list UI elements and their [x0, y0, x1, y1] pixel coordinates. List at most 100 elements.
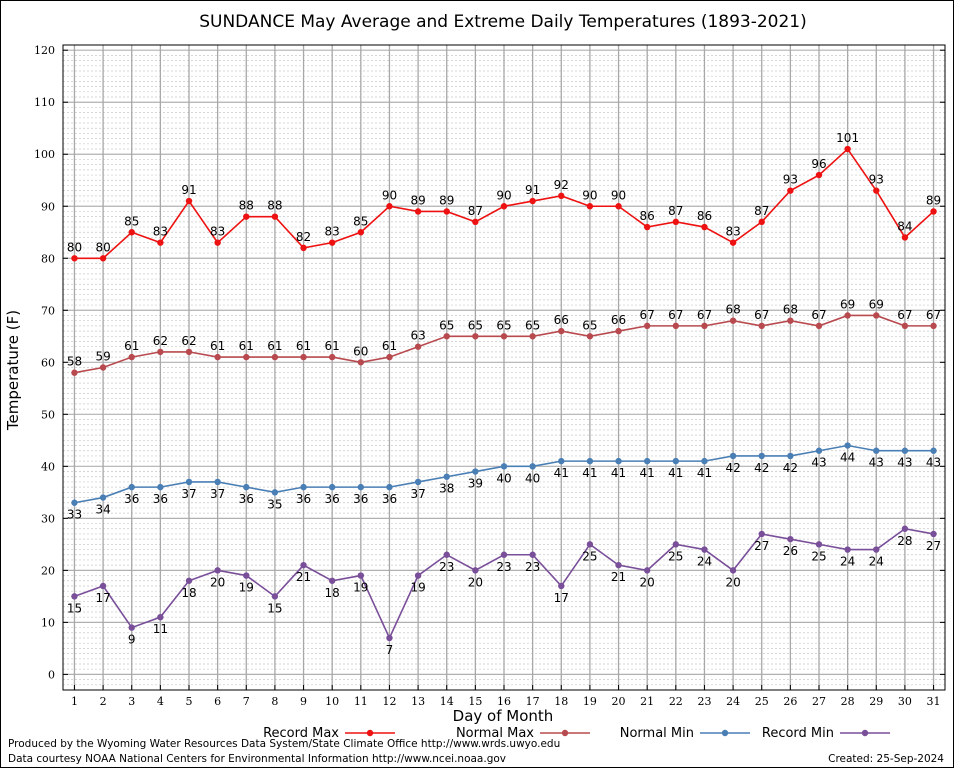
data-point: [930, 208, 937, 215]
data-point: [185, 577, 193, 584]
data-point: [472, 567, 479, 574]
data-point: [328, 577, 336, 584]
data-label: 27: [754, 539, 769, 553]
data-point: [815, 171, 823, 179]
data-point: [71, 255, 78, 262]
data-label: 91: [525, 183, 540, 197]
data-label: 42: [783, 461, 798, 475]
x-tick-label: 17: [526, 695, 540, 708]
data-label: 20: [468, 575, 483, 589]
data-label: 36: [296, 492, 311, 506]
data-label: 67: [697, 308, 712, 322]
data-label: 62: [153, 334, 168, 348]
data-label: 20: [640, 575, 655, 589]
data-label: 67: [811, 308, 826, 322]
data-point: [873, 187, 880, 194]
data-point: [128, 624, 135, 631]
data-point: [243, 572, 250, 579]
x-tick-label: 1: [71, 695, 78, 708]
x-tick-label: 31: [927, 695, 941, 708]
data-point: [729, 239, 737, 246]
data-point: [815, 447, 823, 454]
data-point: [500, 203, 508, 210]
data-point: [672, 457, 680, 465]
data-point: [615, 203, 622, 210]
x-tick-label: 12: [382, 695, 396, 708]
x-tick-label: 18: [554, 695, 568, 708]
data-label: 26: [783, 544, 798, 558]
data-point: [500, 463, 508, 470]
legend-label: Record Max: [263, 726, 339, 741]
data-point: [500, 333, 508, 340]
data-label: 25: [582, 549, 597, 563]
data-label: 80: [67, 240, 82, 254]
data-point: [300, 244, 307, 252]
data-point: [844, 145, 851, 153]
y-tick-label: 110: [34, 96, 55, 109]
data-point: [701, 457, 708, 465]
data-point: [328, 239, 336, 246]
data-label: 61: [239, 339, 254, 353]
data-point: [586, 457, 594, 465]
data-point: [930, 447, 937, 454]
data-label: 65: [439, 318, 454, 332]
data-point: [443, 333, 450, 340]
data-label: 25: [811, 549, 826, 563]
footer-created: Created: 25-Sep-2024: [828, 753, 944, 765]
data-point: [529, 551, 536, 558]
data-point: [414, 478, 422, 486]
x-tick-label: 15: [468, 695, 482, 708]
data-point: [357, 359, 365, 366]
data-label: 90: [611, 188, 626, 202]
data-label: 17: [554, 591, 569, 605]
y-tick-label: 80: [41, 252, 55, 265]
data-point: [672, 218, 680, 226]
data-label: 37: [410, 487, 425, 501]
data-label: 41: [668, 466, 683, 480]
data-point: [300, 561, 307, 569]
y-tick-label: 90: [41, 200, 55, 213]
data-point: [901, 525, 909, 532]
data-point: [529, 333, 536, 340]
series-record-max: 80 80 85 83 91 83 88 88 82 83 85 90 89 89 87 90 91 92 90 90…: [67, 131, 941, 262]
data-label: 33: [67, 508, 82, 522]
data-label: 37: [210, 487, 225, 501]
data-point: [414, 208, 422, 215]
data-point: [615, 561, 622, 569]
data-point: [271, 353, 279, 361]
data-point: [443, 208, 450, 215]
data-point: [729, 567, 737, 574]
data-point: [214, 239, 221, 246]
data-label: 68: [783, 303, 798, 317]
y-axis-ticks: 0 10 20 30 40 50 60 70 80 90 100 110 120: [34, 44, 945, 681]
data-label: 19: [353, 581, 368, 595]
y-tick-label: 100: [34, 148, 55, 161]
data-point: [758, 322, 765, 330]
data-label: 89: [926, 193, 941, 207]
data-point: [758, 452, 765, 460]
data-point: [243, 353, 250, 361]
series-record-min: 15 17 9 11 18 20 19 15 21 18 19 7 19 23 20 23 23 17 25 21 20…: [67, 525, 941, 657]
data-point: [873, 312, 880, 319]
data-label: 93: [783, 173, 798, 187]
x-tick-label: 7: [243, 695, 250, 708]
y-tick-label: 30: [41, 512, 55, 525]
legend-swatch-marker: [366, 729, 374, 737]
data-point: [901, 322, 909, 330]
data-label: 23: [525, 560, 540, 574]
data-point: [443, 473, 450, 480]
data-label: 17: [95, 591, 110, 605]
data-label: 19: [239, 581, 254, 595]
data-label: 67: [640, 308, 655, 322]
data-label: 69: [840, 297, 855, 311]
data-label: 39: [468, 477, 483, 491]
data-point: [701, 223, 708, 231]
data-label: 44: [840, 451, 855, 465]
data-point: [128, 229, 135, 236]
data-label: 15: [267, 601, 282, 615]
x-tick-label: 14: [440, 695, 454, 708]
x-tick-label: 29: [869, 695, 883, 708]
data-label: 65: [525, 318, 540, 332]
data-point: [815, 322, 823, 330]
y-tick-label: 50: [41, 408, 55, 421]
